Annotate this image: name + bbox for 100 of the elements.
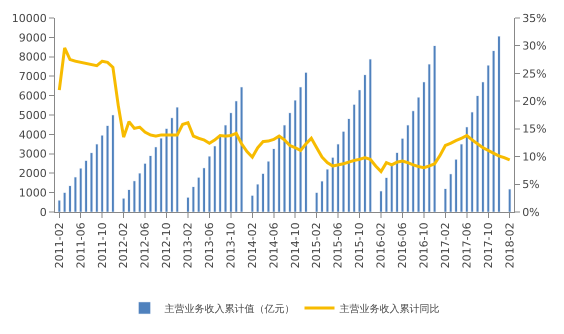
y-tick-label: 5000 [18, 108, 47, 122]
y-tick-label: 6000 [18, 89, 47, 102]
bar [160, 138, 163, 212]
bar [336, 144, 340, 212]
bar [111, 114, 114, 212]
x-tick-label: 2011-10 [96, 222, 109, 268]
bar [234, 100, 238, 212]
bar [283, 124, 286, 212]
bar [208, 156, 211, 212]
x-tick-label: 2012-02 [117, 222, 130, 268]
y2-tick-label: 25% [522, 67, 547, 80]
bar [428, 64, 431, 212]
bar [79, 168, 82, 212]
bar [444, 188, 447, 212]
y-tick-label: 0 [40, 206, 47, 219]
bar [262, 173, 265, 212]
bar [192, 186, 195, 212]
bar [406, 124, 410, 212]
bar [288, 112, 292, 212]
x-tick-label: 2016-06 [396, 222, 410, 268]
x-tick-label: 2016-10 [417, 222, 430, 268]
y2-tick-label: 15% [522, 122, 547, 136]
x-tick-label: 2015-06 [332, 222, 345, 268]
x-tick-label: 2013-06 [203, 222, 216, 268]
bar [304, 72, 308, 212]
x-tick-label: 2012-06 [138, 222, 152, 268]
bar [144, 163, 147, 212]
bar [138, 172, 142, 212]
bar [95, 144, 98, 212]
bar [508, 188, 512, 212]
x-tick-label: 2016-02 [374, 222, 388, 268]
bar [465, 126, 468, 212]
bar [433, 45, 436, 212]
bar [218, 136, 222, 212]
bar [320, 180, 324, 212]
bar [148, 155, 152, 212]
bar [315, 192, 318, 212]
line-series [58, 46, 512, 174]
x-tick-label: 2013-02 [182, 222, 195, 268]
x-tick-label: 2014-10 [288, 222, 302, 268]
y2-tick-label: 0% [522, 206, 540, 219]
bar [74, 176, 77, 212]
x-tick-label: 2014-06 [267, 222, 280, 268]
bar [454, 159, 458, 212]
y-tick-label: 8000 [18, 50, 47, 64]
x-tick-label: 2018-02 [503, 222, 516, 268]
legend-label: 主营业务收入累计同比 [340, 302, 440, 315]
bar [486, 65, 490, 212]
x-tick-label: 2017-02 [438, 222, 452, 268]
bar [498, 36, 500, 212]
bar [58, 200, 61, 212]
bar [68, 186, 72, 212]
x-tick-label: 2013-10 [224, 222, 238, 268]
bar [412, 110, 415, 212]
bar [363, 74, 366, 212]
y2-tick-label: 35% [522, 12, 547, 25]
bar [352, 104, 356, 212]
legend-label: 主营业务收入累计值（亿元） [164, 302, 294, 315]
x-tick-label: 2011-06 [74, 222, 88, 268]
y-tick-label: 3000 [18, 148, 47, 161]
bar [358, 90, 362, 212]
bar [422, 82, 426, 212]
x-tick-label: 2012-10 [160, 222, 174, 268]
bar [224, 124, 227, 212]
bar [476, 96, 479, 212]
bar [213, 146, 216, 212]
y-tick-label: 4000 [18, 128, 47, 142]
bar [278, 137, 281, 212]
bar [202, 168, 206, 212]
bar [272, 148, 276, 212]
y2-tick-label: 20% [522, 94, 547, 108]
bar [250, 195, 254, 212]
x-tick-label: 2014-02 [246, 222, 259, 268]
bar [197, 177, 200, 212]
bar [347, 118, 350, 212]
bar [122, 198, 126, 212]
bar [106, 125, 110, 212]
x-tick-label: 2011-02 [52, 222, 66, 268]
x-tick-label: 2015-10 [353, 222, 366, 268]
bar [481, 82, 484, 212]
y-tick-label: 10000 [12, 12, 47, 25]
bar [331, 157, 334, 212]
bar [256, 184, 260, 212]
bar [326, 169, 329, 212]
bar [132, 180, 136, 212]
bar [417, 97, 420, 212]
bar [342, 131, 345, 212]
bar [449, 174, 452, 212]
y2-tick-label: 5% [522, 178, 540, 192]
bar [186, 197, 190, 212]
x-tick-label: 2017-10 [482, 222, 495, 268]
bar [470, 112, 474, 212]
bar [154, 146, 158, 212]
y-tick-label: 1000 [18, 186, 47, 200]
bar [63, 192, 66, 212]
bar [299, 86, 302, 212]
bar [240, 86, 244, 212]
bar [266, 161, 270, 212]
bar [84, 160, 88, 212]
bar [368, 58, 372, 212]
